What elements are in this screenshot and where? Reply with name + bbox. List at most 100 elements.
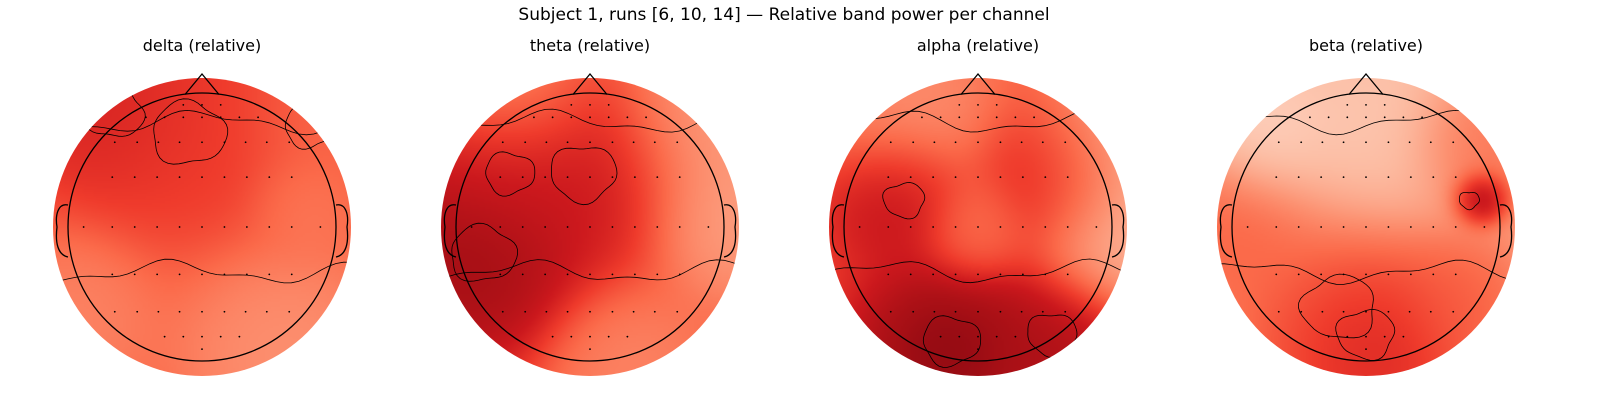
sensor-dot — [319, 226, 322, 228]
sensor-dot — [1297, 176, 1300, 179]
contour-line — [1297, 273, 1374, 339]
sensor-dot — [999, 226, 1002, 228]
contour-line — [153, 98, 229, 165]
left-ear-outline — [831, 204, 845, 258]
sensor-dot — [1020, 310, 1023, 313]
sensor-dot — [611, 310, 614, 313]
sensor-dot — [977, 273, 979, 276]
sensor-dot — [1320, 273, 1323, 276]
sensor-dot — [570, 335, 573, 338]
sensor-dot — [589, 273, 591, 276]
sensor-dot — [499, 176, 502, 179]
sensor-dot — [133, 273, 136, 276]
sensor-dot — [1365, 103, 1367, 106]
sensor-dot — [268, 273, 271, 276]
sensor-dot — [707, 226, 710, 228]
sensor-dot — [1342, 310, 1345, 313]
sensor-dot — [933, 310, 936, 313]
sensor-dot — [1383, 103, 1386, 106]
sensor-dot — [113, 141, 116, 144]
sensor-dot — [178, 141, 181, 144]
topomap-1: theta (relative) — [441, 36, 739, 376]
sensor-dot — [1044, 273, 1047, 276]
sensor-dot — [939, 335, 942, 338]
sensor-dot — [1066, 176, 1069, 179]
sensor-dot — [244, 310, 247, 313]
head-circle — [67, 92, 337, 362]
sensor-dot — [521, 273, 524, 276]
sensor-dot — [1365, 141, 1367, 144]
sensor-dot — [201, 176, 203, 179]
sensor-dot — [1429, 141, 1432, 144]
sensor-dot — [995, 103, 998, 106]
sensor-dot — [1044, 226, 1047, 228]
sensor-dot — [954, 310, 957, 313]
sensor-dot — [676, 310, 679, 313]
sensor-dot — [201, 103, 203, 106]
sensor-dot — [977, 310, 979, 313]
sensor-dot — [909, 226, 912, 228]
sensor-dot — [1454, 273, 1457, 276]
sensor-dot — [607, 103, 610, 106]
sensor-dot — [1327, 335, 1330, 338]
topomap-title: beta (relative) — [1309, 36, 1423, 55]
sensor-markers — [858, 103, 1098, 351]
contour-line — [53, 258, 351, 284]
sensor-dot — [219, 103, 222, 106]
sensor-dot — [178, 226, 181, 228]
sensor-dot — [678, 176, 681, 179]
right-ear-outline — [335, 204, 349, 258]
sensor-dot — [611, 226, 614, 228]
sensor-dot — [607, 335, 610, 338]
sensor-dot — [678, 226, 681, 228]
sensor-dot — [245, 176, 248, 179]
sensor-dot — [1321, 141, 1324, 144]
sensor-dot — [1014, 335, 1017, 338]
contour-line — [551, 147, 618, 206]
sensor-dot — [1365, 176, 1367, 179]
sensor-dot — [589, 348, 591, 351]
sensor-dot — [533, 116, 535, 119]
sensor-dot — [1365, 226, 1367, 228]
sensor-dot — [470, 226, 473, 228]
sensor-dot — [201, 348, 203, 351]
sensor-dot — [1327, 116, 1330, 119]
sensor-dot — [288, 310, 291, 313]
sensor-dot — [1365, 116, 1367, 119]
sensor-dot — [182, 335, 185, 338]
sensor-dot — [238, 335, 241, 338]
sensor-dot — [1365, 273, 1367, 276]
sensor-dot — [1064, 310, 1067, 313]
sensor-dot — [1095, 226, 1098, 228]
sensor-dot — [889, 141, 892, 144]
sensor-dot — [1044, 176, 1047, 179]
sensor-dot — [290, 273, 293, 276]
sensor-dot — [223, 176, 226, 179]
sensor-dot — [178, 176, 181, 179]
sensor-dot — [245, 273, 248, 276]
sensor-dot — [182, 116, 185, 119]
sensor-dot — [632, 310, 635, 313]
sensor-dot — [156, 273, 159, 276]
sensor-dot — [290, 226, 293, 228]
sensor-dot — [182, 103, 185, 106]
topomap-3: beta (relative) — [1217, 36, 1515, 376]
contour-line — [1217, 259, 1515, 285]
sensor-dot — [611, 141, 614, 144]
sensor-dot — [589, 335, 591, 338]
sensor-dot — [909, 176, 912, 179]
topomap-title: delta (relative) — [143, 36, 261, 55]
sensor-dot — [1300, 141, 1303, 144]
sensor-dot — [1041, 141, 1044, 144]
sensor-dot — [611, 273, 614, 276]
sensor-dot — [611, 176, 614, 179]
sensor-dot — [1387, 226, 1390, 228]
sensor-dot — [977, 226, 979, 228]
sensor-dot — [136, 141, 139, 144]
sensor-dot — [645, 116, 647, 119]
sensor-dot — [1365, 335, 1367, 338]
sensor-dot — [1383, 335, 1386, 338]
sensor-dot — [1342, 273, 1345, 276]
sensor-dot — [501, 141, 504, 144]
